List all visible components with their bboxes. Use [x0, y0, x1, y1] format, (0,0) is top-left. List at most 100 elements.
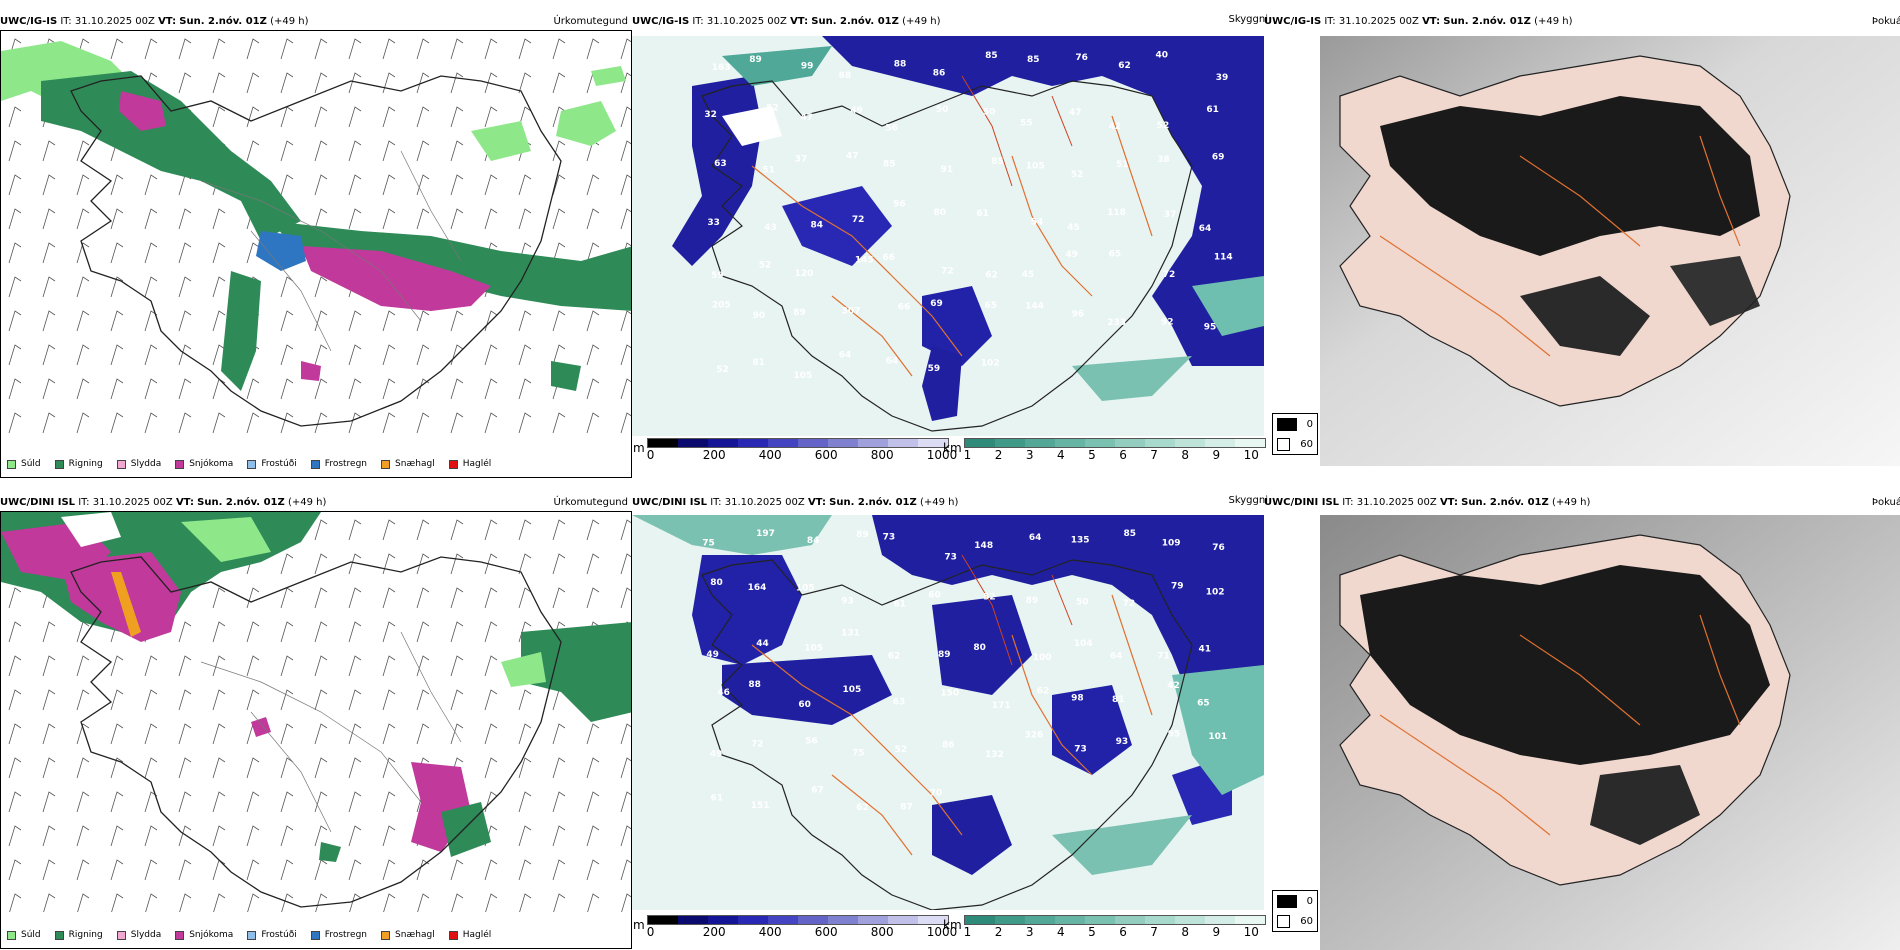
colorbar-tick-label: 6 [1119, 925, 1127, 939]
colorbar-tick-label: 9 [1212, 925, 1221, 939]
cloud-base-label: 85 [1124, 529, 1137, 539]
colorbar-segment [917, 916, 948, 924]
cloud-base-label: 89 [938, 650, 951, 660]
cloud-base-label: 64 [839, 351, 852, 361]
vis-colorbar-unit: km [943, 441, 962, 455]
colorbar-segment [1114, 916, 1145, 924]
it-label: IT: [710, 497, 722, 508]
legend-swatch [247, 930, 257, 940]
cloud-base-label: 81 [1112, 695, 1125, 705]
colorbar-segment [1084, 439, 1115, 447]
lead-time: (+49 h) [270, 16, 309, 27]
it-label: IT: [692, 16, 704, 27]
legend-swatch [448, 930, 458, 940]
colorbar-tick-label: 2 [994, 448, 1003, 462]
vt-value: Sun. 2.nóv. 01Z [1443, 16, 1531, 27]
cloud-base-label: 65 [985, 301, 998, 311]
colorbar-tick-label: 10 [1243, 925, 1259, 939]
cloud-base-label: 118 [1107, 208, 1126, 218]
cloud-colorbar-swatches [646, 438, 949, 448]
cloud-base-label: 145 [855, 256, 874, 266]
cloud-base-label: 75 [702, 539, 715, 549]
panel-type-label: Úrkomutegund [553, 16, 628, 27]
cloud-base-label: 151 [751, 801, 770, 811]
cloud-base-label: 102 [981, 358, 1000, 368]
cloud-base-label: 69 [1212, 152, 1225, 162]
cloud-base-label: 61 [976, 209, 989, 219]
colorbar-segment [707, 916, 738, 924]
panel-header: UWC/DINI ISL IT: 31.10.2025 00Z VT: Sun.… [632, 495, 958, 511]
cloud-base-label: 49 [706, 650, 719, 660]
cloud-base-label: 135 [1071, 535, 1090, 545]
colorbar-tick-label: 0 [646, 448, 655, 462]
colorbar-segment [1024, 916, 1055, 924]
colorbar-segment [857, 439, 888, 447]
vt-value: Sun. 2.nóv. 01Z [179, 16, 267, 27]
panel-header: UWC/DINI ISL IT: 31.10.2025 00Z VT: Sun.… [1264, 495, 1590, 511]
fog-panel-row2: UWC/DINI ISL IT: 31.10.2025 00Z VT: Sun.… [1264, 495, 1900, 950]
vt-label: VT: [1439, 497, 1458, 508]
cloud-base-label: 86 [933, 69, 946, 79]
it-value: 31.10.2025 00Z [1338, 16, 1419, 27]
cloud-base-label: 85 [1027, 55, 1040, 65]
cloud-base-labels: 163 89 99 88 88 86 85 85 76 62 40 39 32 52 47 49 56 50 50 5… [704, 50, 1232, 381]
colorbar-tick-label: 800 [870, 448, 894, 462]
cloud-base-label: 52 [766, 104, 779, 114]
cloud-map-svg: 75 197 84 89 73 73 148 64 135 85 109 76 80 164 105 93 61… [632, 515, 1264, 910]
cloud-base-label: 88 [839, 71, 852, 81]
cloud-base-label: 89 [1026, 596, 1039, 606]
legend-swatch [54, 459, 64, 469]
precip-panel-row2: UWC/DINI ISL IT: 31.10.2025 00Z VT: Sun.… [0, 495, 632, 949]
colorbar-tick-label: 3 [1025, 448, 1034, 462]
fog-legend-swatch [1277, 914, 1291, 928]
vis-colorbar-swatches [963, 915, 1266, 925]
cloud-base-label: 95 [1204, 322, 1217, 332]
model-name: UWC/IG-IS [1264, 16, 1322, 27]
panel-type-label: Skyggni [1228, 495, 1268, 506]
cloud-base-label: 148 [974, 541, 993, 551]
it-label: IT: [1342, 497, 1354, 508]
legend-item-frostudi: Frostúði [247, 930, 297, 940]
cloud-base-label: 49 [710, 750, 723, 760]
cloud-base-label: 86 [942, 741, 955, 751]
cloud-map: 75 197 84 89 73 73 148 64 135 85 109 76 80 164 105 93 61… [632, 515, 1264, 910]
fog-map [1320, 515, 1900, 950]
cloud-base-label: 62 [1118, 61, 1131, 71]
cloud-base-label: 67 [811, 785, 824, 795]
colorbar-tick-label: 4 [1056, 448, 1065, 462]
colorbar-segment [1144, 916, 1175, 924]
colorbar-tick-label: 200 [702, 925, 726, 939]
fog-legend: 0 60 [1272, 413, 1318, 455]
vt-value: Sun. 2.nóv. 01Z [829, 497, 917, 508]
it-value: 31.10.2025 00Z [724, 497, 805, 508]
cloud-base-label: 60 [928, 591, 941, 601]
panel-header: UWC/IG-IS IT: 31.10.2025 00Z VT: Sun. 2.… [632, 14, 941, 30]
legend-item-snaehagl: Snæhagl [381, 459, 435, 469]
cloud-base-label: 44 [756, 639, 769, 649]
cloud-base-label: 52 [759, 261, 772, 271]
colorbar-tick-label: 4 [1056, 925, 1065, 939]
precip-map: Súld Rigning Slydda Snjókoma Frostúði Fr… [0, 30, 632, 478]
legend-swatch [247, 459, 257, 469]
vt-value: Sun. 2.nóv. 01Z [197, 497, 285, 508]
cloud-base-label: 75 [852, 749, 865, 759]
precip-map-svg [1, 512, 631, 912]
cloud-base-label: 72 [1123, 599, 1136, 609]
vis-colorbar-ticks: 1 2 3 4 5 6 7 8 9 10 [964, 925, 1264, 939]
cloud-base-label: 85 [985, 51, 998, 61]
legend-item-frostregn: Frostregn [310, 930, 367, 940]
legend-item-sudld: Súld [7, 459, 41, 469]
cloud-base-label: 326 [1025, 731, 1044, 741]
cloud-base-label: 89 [793, 308, 806, 318]
vt-label: VT: [790, 16, 809, 27]
cloud-base-label: 205 [712, 300, 731, 310]
colorbar-segment [767, 439, 798, 447]
cloud-base-label: 62 [856, 803, 869, 813]
cloud-base-label: 61 [1206, 105, 1219, 115]
cloud-base-label: 91 [941, 165, 954, 175]
vt-value: Sun. 2.nóv. 01Z [811, 16, 899, 27]
cloud-base-label: 102 [1206, 587, 1225, 597]
cloud-base-label: 89 [749, 55, 762, 65]
cloud-base-label: 164 [748, 583, 767, 593]
colorbar-tick-label: 5 [1088, 448, 1096, 462]
